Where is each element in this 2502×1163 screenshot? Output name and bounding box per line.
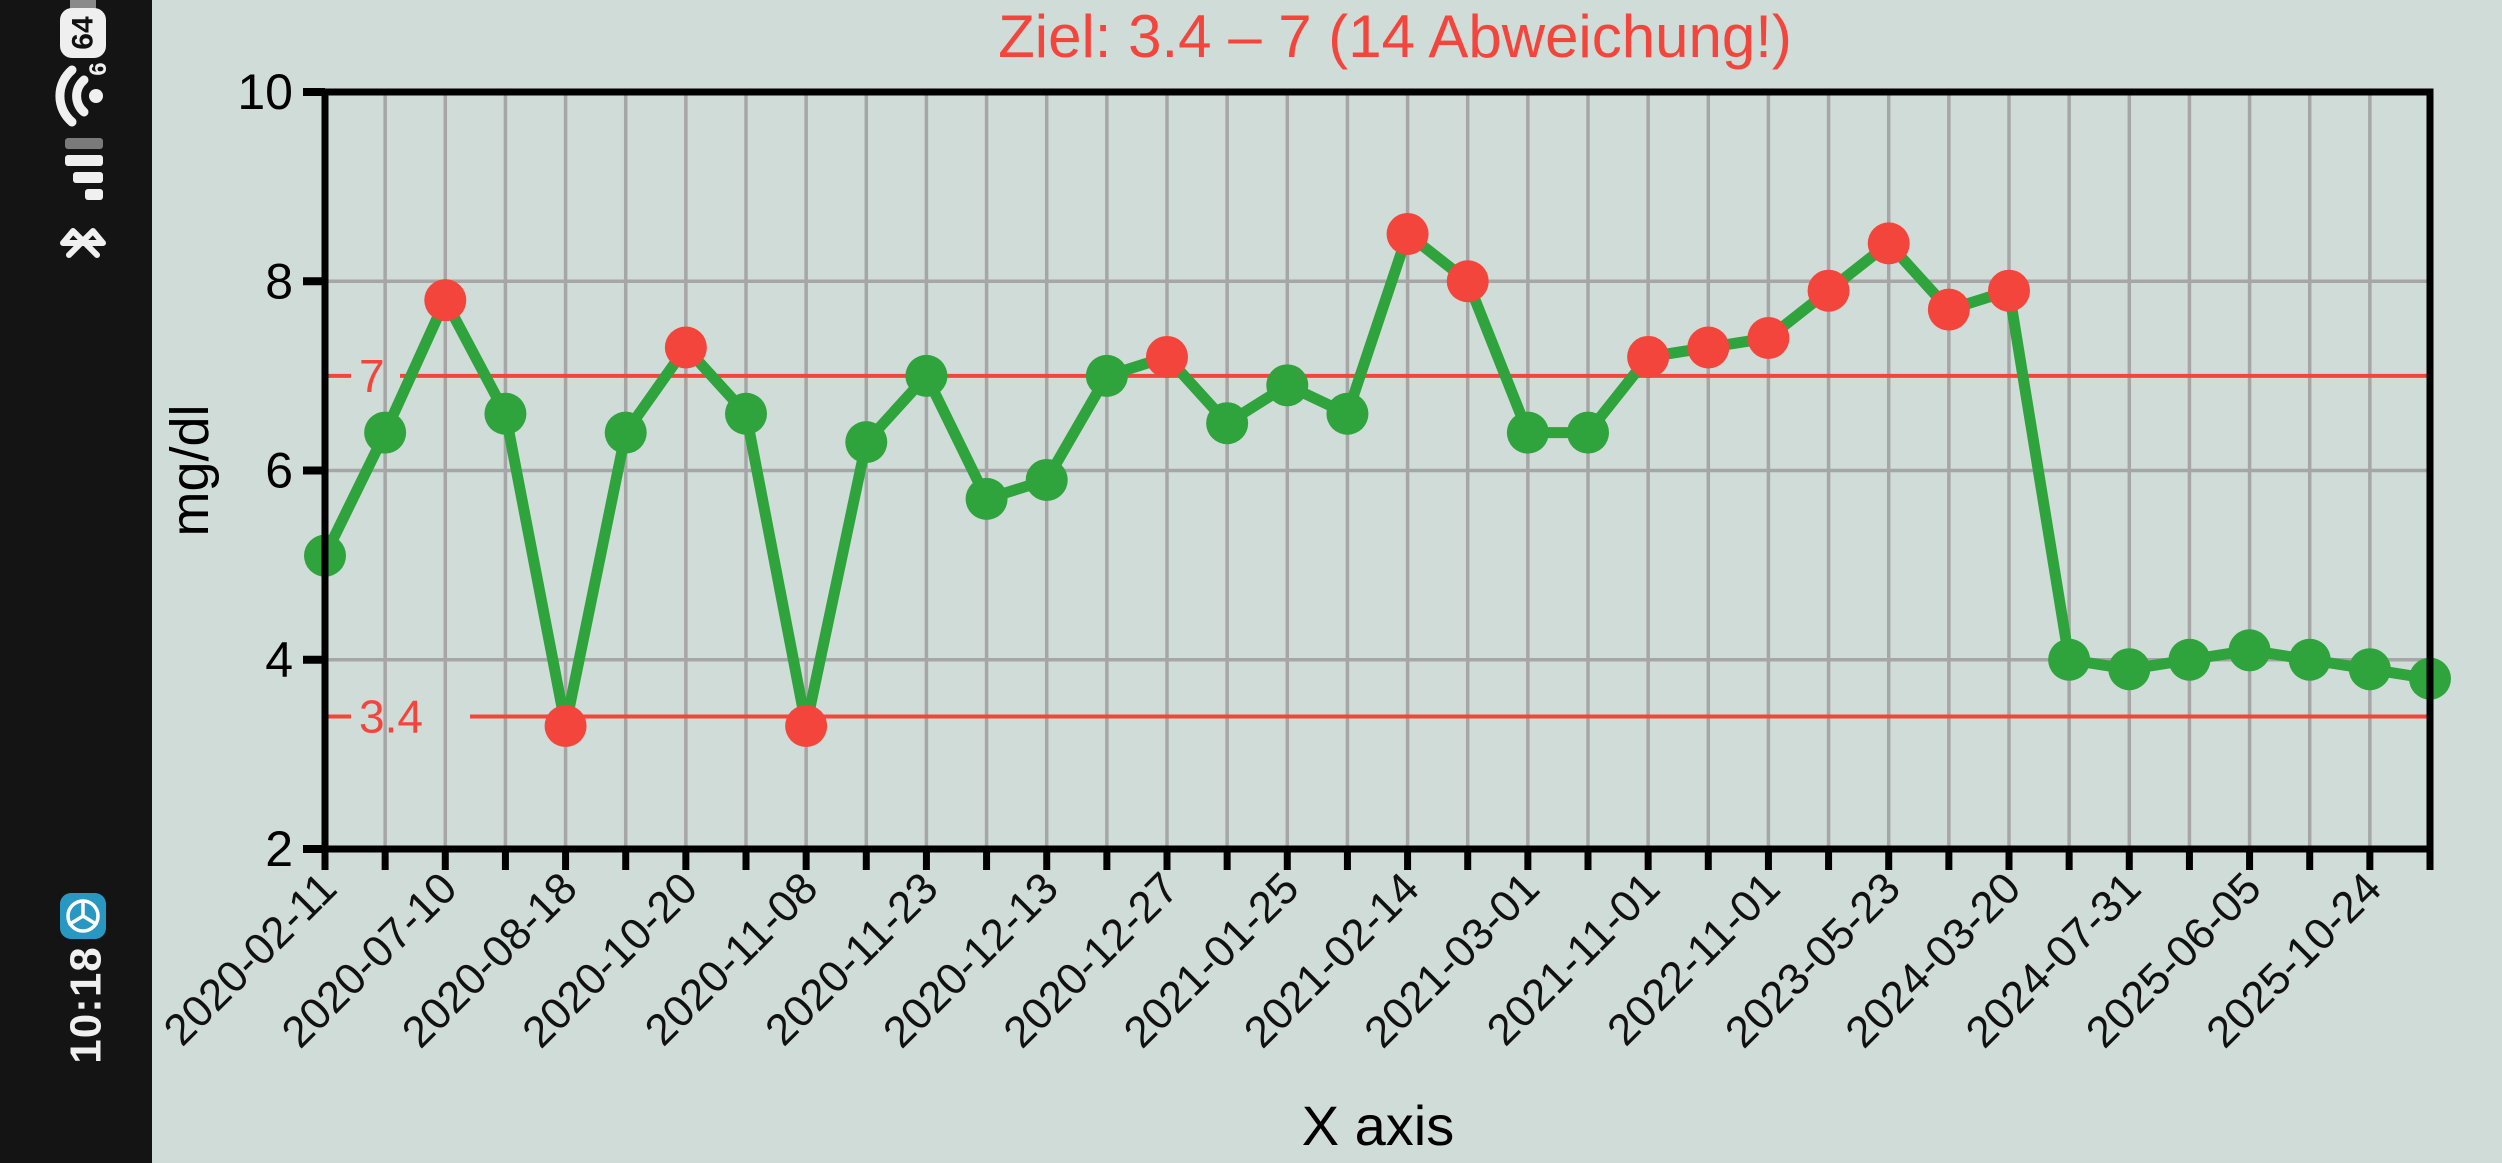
data-point [1025, 458, 1068, 501]
data-point [2168, 638, 2211, 681]
status-bar-icons: 64 6 [55, 0, 112, 1064]
data-point [725, 392, 767, 435]
data-point [2048, 638, 2091, 681]
data-point [604, 411, 647, 454]
data-point-out-of-range [1146, 335, 1188, 378]
data-point [845, 421, 888, 464]
data-point [1266, 364, 1309, 407]
data-point-out-of-range [1927, 288, 1970, 331]
battery-percent: 64 [67, 16, 100, 50]
svg-text:6: 6 [85, 62, 112, 75]
signal-strength-icon [65, 138, 103, 200]
y-tick-label: 6 [265, 443, 293, 499]
series-line [319, 228, 2436, 732]
data-point-out-of-range [1867, 222, 1910, 265]
data-point-out-of-range [1627, 335, 1670, 378]
data-point [2348, 648, 2391, 691]
data-point-out-of-range [424, 279, 467, 322]
data-point-out-of-range [1446, 260, 1489, 303]
y-tick-label: 4 [265, 632, 293, 688]
battery-icon: 64 [60, 0, 106, 58]
y-tick-label: 10 [237, 64, 293, 120]
target-line-high-label: 7 [359, 350, 385, 402]
x-axis-title: X axis [1302, 1094, 1455, 1157]
data-point-out-of-range [785, 704, 828, 747]
data-point-out-of-range [544, 704, 587, 747]
chart-title: Ziel: 3.4 – 7 (14 Abweichung!) [998, 3, 1792, 70]
data-point [2288, 638, 2331, 681]
app-notification-icon [60, 893, 106, 939]
data-point [484, 392, 527, 435]
data-point-out-of-range [1687, 326, 1730, 369]
data-point-out-of-range [1988, 269, 2030, 312]
data-point [1206, 402, 1249, 445]
data-point [1506, 411, 1549, 454]
status-bar: 64 6 [0, 0, 152, 1163]
data-point [2228, 629, 2271, 672]
data-point [2108, 648, 2151, 691]
data-point [364, 411, 407, 454]
y-axis-title: mg/dl [160, 404, 220, 536]
data-point-out-of-range [1747, 317, 1790, 360]
data-point [1326, 392, 1369, 435]
bluetooth-icon [60, 228, 106, 258]
status-time: 10:18 [62, 946, 111, 1064]
wifi-6-icon: 6 [55, 62, 112, 127]
y-tick-label: 2 [265, 821, 293, 877]
data-point-out-of-range [1386, 212, 1429, 255]
y-tick-label: 8 [265, 253, 293, 309]
data-point [965, 477, 1008, 520]
data-point [1085, 354, 1128, 397]
data-point-out-of-range [1807, 269, 1850, 312]
target-line-low-label: 3.4 [359, 691, 423, 743]
data-point [905, 354, 948, 397]
data-point [1567, 411, 1609, 454]
data-point-out-of-range [664, 326, 707, 369]
